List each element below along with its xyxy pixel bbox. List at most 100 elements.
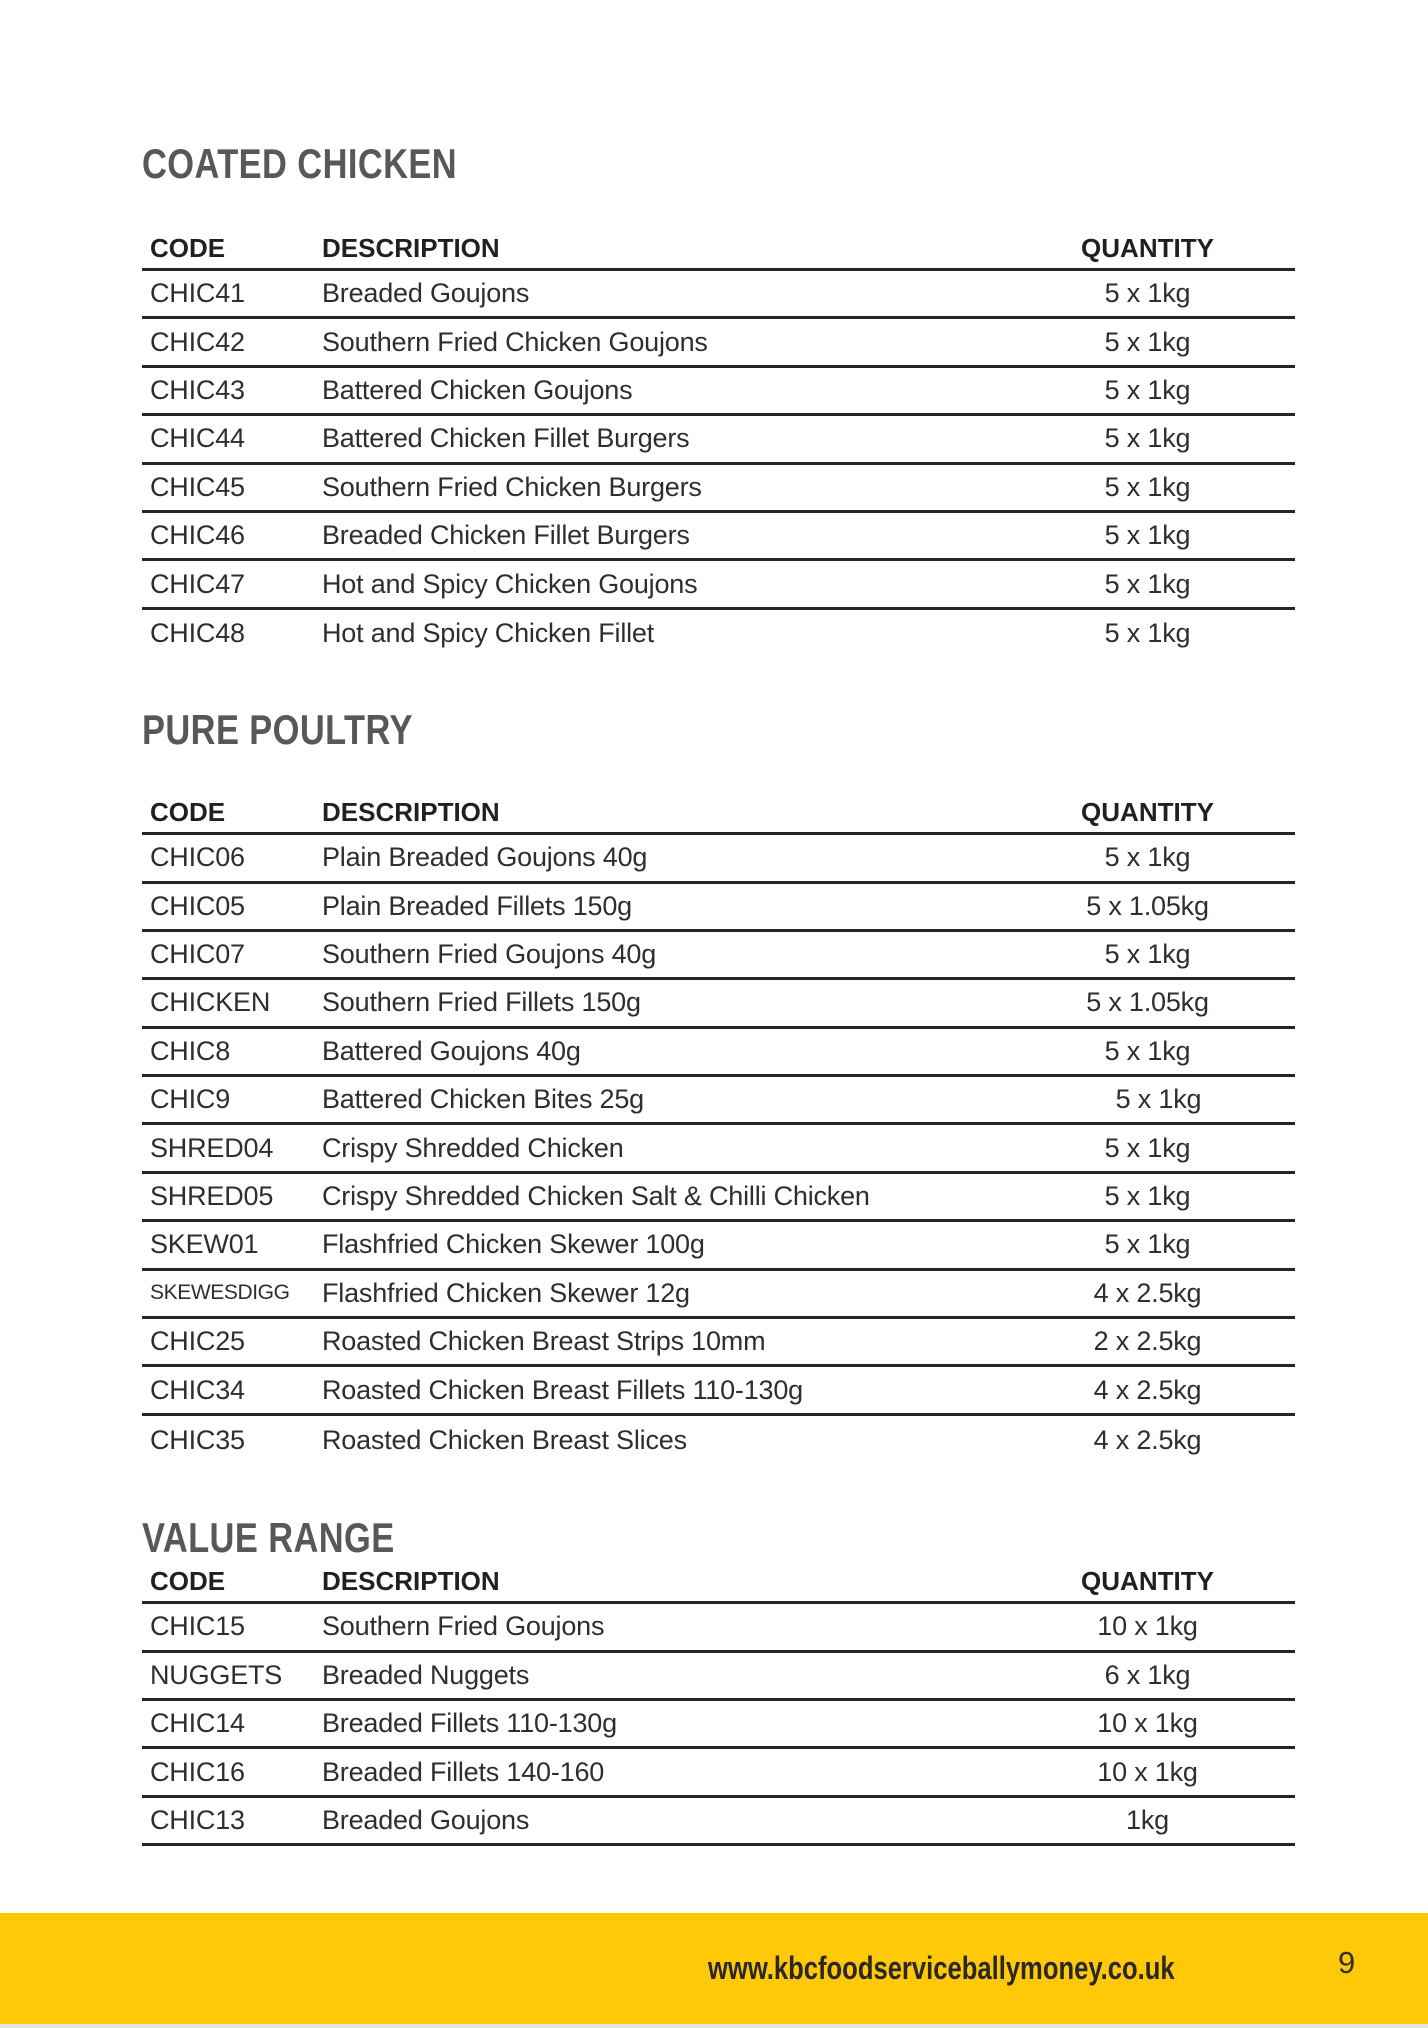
cell-product-code: SHRED05 [150,1181,274,1212]
cell-product-description: Battered Chicken Goujons [322,374,633,405]
cell-product-code: CHICKEN [150,987,271,1018]
cell-product-quantity: 10 x 1kg [1097,1708,1198,1739]
cell-product-quantity: 2 x 2.5kg [1093,1326,1202,1357]
column-header-quantity: QUANTITY [1081,1566,1214,1597]
table-row: NUGGETS Breaded Nuggets 6 x 1kg [142,1653,1295,1701]
cell-product-code: CHIC07 [150,939,245,970]
cell-product-description: Breaded Nuggets [322,1659,530,1690]
cell-product-code: CHIC44 [150,423,245,454]
cell-product-description: Breaded Fillets 140-160 [322,1756,605,1787]
table-row: CHIC48 Hot and Spicy Chicken Fillet 5 x 1k… [142,610,1295,658]
cell-product-quantity: 4 x 2.5kg [1093,1424,1202,1455]
table-row: SKEWESDIGG Flashfried Chicken Skewer 12g 4… [142,1271,1295,1320]
cell-product-quantity: 5 x 1.05kg [1086,987,1209,1018]
cell-product-description: Breaded Fillets 110-130g [322,1708,617,1739]
cell-product-code: CHIC9 [150,1084,231,1115]
cell-product-code: CHIC16 [150,1756,245,1787]
cell-product-quantity: 5 x 1kg [1104,842,1191,873]
cell-product-quantity: 1kg [1126,1804,1169,1835]
cell-product-quantity: 5 x 1kg [1115,1084,1202,1115]
cell-product-code: CHIC34 [150,1374,245,1405]
table-row: SHRED04 Crispy Shredded Chicken 5 x 1kg [142,1125,1295,1174]
cell-product-quantity: 5 x 1kg [1104,520,1191,551]
cell-product-code: CHIC14 [150,1708,245,1739]
column-header-quantity: QUANTITY [1081,233,1214,263]
cell-product-quantity: 10 x 1kg [1097,1756,1198,1787]
section-heading: COATED CHICKEN [142,140,458,187]
cell-product-description: Crispy Shredded Chicken Salt & Chilli Ch… [322,1181,870,1212]
table-row: CHIC45 Southern Fried Chicken Burgers 5 x … [142,465,1295,513]
section-coated-chicken: COATED CHICKEN CODE DESCRIPTION QUANTITY CHI… [142,140,1295,658]
cell-product-description: Breaded Goujons [322,278,530,309]
cell-product-code: CHIC41 [150,278,245,309]
cell-product-quantity: 5 x 1kg [1104,1181,1191,1212]
column-header-description: DESCRIPTION [322,797,500,828]
cell-product-code: NUGGETS [150,1659,283,1690]
cell-product-description: Southern Fried Chicken Goujons [322,326,708,357]
table-row: CHIC41 Breaded Goujons 5 x 1kg [142,271,1295,320]
cell-product-description: Roasted Chicken Breast Fillets 110-130g [322,1374,803,1405]
cell-product-code: CHIC15 [150,1611,245,1642]
cell-product-code: SKEW01 [150,1229,259,1260]
cell-product-quantity: 5 x 1kg [1104,471,1191,502]
cell-product-description: Southern Fried Chicken Burgers [322,471,702,502]
cell-product-quantity: 5 x 1kg [1104,278,1191,309]
table-header-row: CODE DESCRIPTION QUANTITY [142,793,1295,836]
cell-product-code: CHIC25 [150,1326,245,1357]
cell-product-quantity: 4 x 2.5kg [1093,1277,1202,1308]
cell-product-code: CHIC46 [150,520,245,551]
cell-product-quantity: 4 x 2.5kg [1093,1374,1202,1405]
table-row: CHIC42 Southern Fried Chicken Goujons 5 x … [142,319,1295,368]
column-header-code: CODE [150,233,226,263]
cell-product-code: SKEWESDIGG [150,1281,290,1305]
table-row: CHIC06 Plain Breaded Goujons 40g 5 x 1kg [142,835,1295,884]
column-header-code: CODE [150,797,226,828]
products-table-value-range: CODE DESCRIPTION QUANTITY CHIC15 Southern Fr… [142,1562,1295,1847]
cell-product-description: Southern Fried Fillets 150g [322,987,641,1018]
cell-product-quantity: 5 x 1kg [1104,1035,1191,1066]
cell-product-code: CHIC35 [150,1424,245,1455]
cell-product-quantity: 10 x 1kg [1097,1611,1198,1642]
table-row: CHICKEN Southern Fried Fillets 150g 5 x 1.… [142,980,1295,1029]
table-row: SKEW01 Flashfried Chicken Skewer 100g 5 x … [142,1222,1295,1271]
cell-product-description: Flashfried Chicken Skewer 12g [322,1277,690,1308]
cell-product-quantity: 5 x 1kg [1104,568,1191,599]
section-pure-poultry: PURE POULTRY CODE DESCRIPTION QUANTITY CHIC0… [142,706,1295,1464]
cell-product-quantity: 5 x 1kg [1104,618,1191,649]
table-row: CHIC8 Battered Goujons 40g 5 x 1kg [142,1029,1295,1078]
table-row: CHIC9 Battered Chicken Bites 25g 5 x 1kg [142,1077,1295,1126]
table-row: CHIC43 Battered Chicken Goujons 5 x 1kg [142,368,1295,417]
table-row: CHIC35 Roasted Chicken Breast Slices 4 x 2… [142,1416,1295,1464]
column-header-description: DESCRIPTION [322,233,500,263]
cell-product-code: CHIC42 [150,326,245,357]
cell-product-code: CHIC47 [150,568,245,599]
table-row: CHIC13 Breaded Goujons 1kg [142,1798,1295,1847]
cell-product-description: Roasted Chicken Breast Slices [322,1424,687,1455]
cell-product-description: Battered Goujons 40g [322,1035,581,1066]
cell-product-code: SHRED04 [150,1132,274,1163]
table-row: SHRED05 Crispy Shredded Chicken Salt & Ch… [142,1174,1295,1223]
cell-product-quantity: 5 x 1kg [1104,1229,1191,1260]
table-row: CHIC47 Hot and Spicy Chicken Goujons 5 x 1… [142,561,1295,610]
sections-root: COATED CHICKEN CODE DESCRIPTION QUANTITY CHI… [142,0,1295,1847]
cell-product-description: Plain Breaded Fillets 150g [322,890,632,921]
cell-product-description: Breaded Goujons [322,1804,530,1835]
cell-product-code: CHIC8 [150,1035,231,1066]
cell-product-description: Southern Fried Goujons 40g [322,939,657,970]
column-header-quantity: QUANTITY [1081,797,1214,828]
cell-product-quantity: 5 x 1kg [1104,1132,1191,1163]
cell-product-quantity: 5 x 1kg [1104,374,1191,405]
table-row: CHIC46 Breaded Chicken Fillet Burgers 5 x … [142,513,1295,562]
cell-product-code: CHIC48 [150,618,245,649]
table-row: CHIC15 Southern Fried Goujons 10 x 1kg [142,1604,1295,1653]
cell-product-quantity: 6 x 1kg [1104,1659,1191,1690]
footer-bar: www.kbcfoodserviceballymoney.co.uk 9 [0,1913,1428,2024]
cell-product-description: Crispy Shredded Chicken [322,1132,624,1163]
table-row: CHIC07 Southern Fried Goujons 40g 5 x 1kg [142,932,1295,981]
cell-product-description: Flashfried Chicken Skewer 100g [322,1229,705,1260]
section-value-range: VALUE RANGE CODE DESCRIPTION QUANTITY CHIC15… [142,1514,1295,1847]
cell-product-description: Battered Chicken Bites 25g [322,1084,644,1115]
table-row: CHIC05 Plain Breaded Fillets 150g 5 x 1.05… [142,884,1295,932]
cell-product-code: CHIC43 [150,374,245,405]
